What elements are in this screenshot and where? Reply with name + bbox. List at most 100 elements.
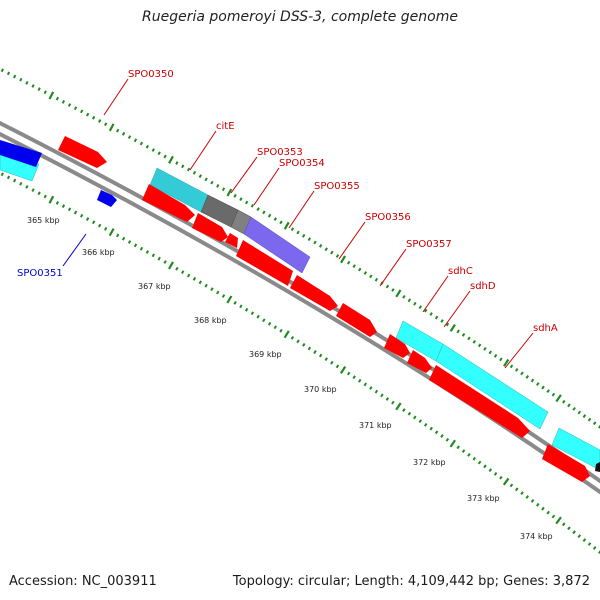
minor-tick (582, 538, 587, 543)
purple-feature-SPO0354[interactable] (243, 216, 311, 274)
major-tick (48, 195, 55, 204)
minor-tick (267, 213, 272, 218)
minor-tick (221, 187, 226, 192)
red-feature-sdhA[interactable] (429, 365, 530, 438)
minor-tick (139, 246, 144, 251)
minor-tick (186, 273, 191, 278)
major-tick (283, 221, 290, 230)
minor-tick (245, 200, 249, 205)
minor-tick (104, 226, 108, 231)
minor-tick (335, 254, 340, 258)
minor-tick (233, 193, 237, 198)
red-feature-SPO0357[interactable] (336, 303, 377, 337)
red-feature-SPO0356[interactable] (290, 275, 338, 311)
scale-label: 373 kbp (467, 494, 500, 503)
red-feature-sdhB[interactable] (542, 444, 590, 482)
minor-tick (216, 184, 220, 188)
minor-tick (216, 290, 220, 295)
minor-tick (407, 298, 412, 303)
minor-tick (6, 175, 11, 180)
inner-scale-ring (0, 172, 600, 554)
minor-tick (145, 144, 149, 149)
minor-tick (127, 135, 132, 139)
minor-tick (423, 422, 428, 427)
gene-label[interactable]: sdhC (448, 266, 473, 277)
minor-tick (363, 382, 368, 387)
gene-label[interactable]: sdhD (470, 281, 496, 292)
minor-tick (318, 243, 323, 248)
minor-tick (413, 415, 417, 420)
minor-tick (133, 138, 138, 143)
minor-tick (577, 534, 582, 539)
minor-tick (434, 315, 439, 320)
minor-tick (477, 460, 482, 465)
red-feature-citE[interactable] (142, 184, 195, 222)
red-feature-SPO0353[interactable] (192, 213, 228, 242)
minor-tick (318, 353, 323, 358)
minor-tick (493, 472, 498, 476)
minor-tick (551, 514, 556, 519)
cyan-feature-sdhD[interactable] (435, 343, 549, 430)
minor-tick (127, 240, 132, 244)
minor-tick (204, 283, 208, 288)
minor-tick (55, 96, 60, 101)
major-tick (395, 289, 402, 298)
gene-label[interactable]: SPO0351 (17, 268, 63, 279)
minor-tick (233, 301, 237, 305)
minor-tick (250, 311, 255, 316)
minor-tick (546, 510, 550, 515)
gene-label[interactable]: SPO0353 (257, 147, 303, 158)
minor-tick (13, 74, 17, 79)
red-feature-sdhC[interactable] (384, 334, 410, 358)
gene-label[interactable]: SPO0356 (365, 212, 411, 223)
minor-tick (530, 499, 535, 503)
minor-tick (145, 250, 150, 254)
red-feature-sdhD[interactable] (407, 350, 432, 373)
red-feature-SPO0354[interactable] (225, 233, 238, 248)
minor-tick (429, 426, 433, 431)
minor-tick (273, 325, 277, 330)
red-feature-SPO0350[interactable] (58, 136, 107, 168)
minor-tick (418, 305, 423, 310)
minor-tick (440, 319, 444, 323)
minor-tick (535, 502, 540, 507)
minor-tick (572, 407, 576, 411)
gene-label[interactable]: citE (216, 121, 235, 132)
minor-tick (19, 77, 23, 82)
gene-label[interactable]: sdhA (533, 323, 558, 334)
minor-tick (380, 393, 384, 398)
minor-tick (567, 403, 571, 408)
minor-tick (525, 375, 530, 379)
minor-tick (262, 210, 266, 215)
minor-tick (43, 90, 47, 95)
minor-tick (210, 180, 214, 185)
red-feature-SPO0355[interactable] (236, 240, 293, 286)
minor-tick (43, 194, 47, 199)
black-feature-edge[interactable] (595, 462, 600, 472)
minor-tick (61, 204, 66, 208)
minor-tick (37, 87, 41, 92)
minor-tick (67, 103, 72, 107)
minor-tick (86, 217, 90, 221)
blue-feature[interactable] (0, 140, 42, 167)
minor-tick (92, 115, 96, 120)
minor-tick (424, 308, 428, 313)
gene-label[interactable]: SPO0355 (314, 181, 360, 192)
minor-tick (279, 220, 283, 225)
gene-label[interactable]: SPO0357 (406, 239, 452, 250)
minor-tick (445, 322, 450, 327)
gene-label[interactable]: SPO0354 (279, 158, 325, 169)
major-tick (449, 439, 457, 448)
minor-tick (157, 151, 161, 156)
minor-tick (296, 339, 300, 344)
minor-tick (587, 417, 592, 422)
blue-feature-SPO0351[interactable] (97, 190, 117, 207)
minor-tick (19, 181, 23, 186)
cyan-feature-sdhB[interactable] (551, 427, 600, 471)
gene-label[interactable]: SPO0350 (128, 69, 174, 80)
minor-tick (116, 128, 120, 133)
minor-tick (80, 109, 84, 114)
minor-tick (181, 164, 185, 169)
minor-tick (346, 260, 351, 265)
major-tick (48, 91, 55, 100)
